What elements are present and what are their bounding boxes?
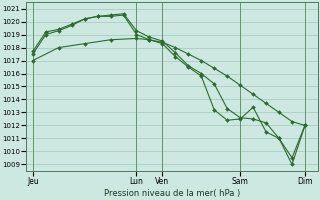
X-axis label: Pression niveau de la mer( hPa ): Pression niveau de la mer( hPa ) [104,189,240,198]
